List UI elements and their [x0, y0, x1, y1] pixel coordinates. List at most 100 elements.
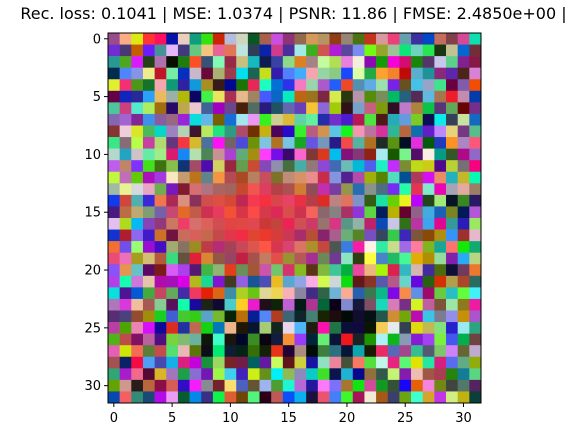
heatmap-cell: [166, 160, 179, 173]
heatmap-cell: [306, 194, 319, 207]
heatmap-cell: [411, 345, 424, 358]
heatmap-cell: [166, 56, 179, 68]
heatmap-cell: [212, 160, 225, 173]
heatmap-cell: [201, 171, 214, 184]
heatmap-cell: [446, 322, 458, 334]
heatmap-cell: [236, 379, 249, 392]
heatmap-cell: [294, 218, 307, 230]
heatmap-cell: [387, 125, 400, 138]
heatmap-cell: [306, 67, 319, 80]
heatmap-cell: [364, 183, 377, 196]
y-tick-label: 25: [84, 321, 101, 336]
heatmap-cell: [399, 56, 412, 68]
heatmap-cell: [131, 379, 144, 392]
heatmap-cell: [236, 218, 249, 230]
heatmap-cell: [434, 391, 447, 404]
heatmap-cell: [119, 33, 132, 45]
heatmap-cell: [317, 391, 330, 404]
heatmap-cell: [247, 33, 260, 45]
heatmap-cell: [224, 183, 237, 196]
heatmap-cell: [364, 125, 377, 138]
heatmap-cell: [189, 275, 202, 288]
heatmap-cell: [236, 33, 249, 45]
heatmap-cell: [282, 171, 295, 184]
heatmap-cell: [294, 379, 307, 392]
heatmap-cell: [352, 137, 365, 149]
heatmap-cell: [224, 252, 237, 265]
heatmap-cell: [236, 90, 249, 103]
heatmap-cell: [457, 322, 470, 334]
heatmap-cell: [247, 56, 260, 68]
x-tick-label: 20: [339, 411, 356, 426]
heatmap-cell: [189, 206, 202, 219]
heatmap-cell: [434, 379, 447, 392]
heatmap-cell: [457, 287, 470, 300]
heatmap-cell: [131, 298, 144, 311]
heatmap-cell: [189, 264, 202, 277]
heatmap-cell: [457, 298, 470, 311]
heatmap-cell: [119, 333, 132, 346]
heatmap-cell: [446, 56, 458, 68]
heatmap-cell: [341, 368, 354, 381]
heatmap-cell: [201, 160, 214, 173]
heatmap-cell: [108, 102, 120, 115]
heatmap-cell: [236, 171, 249, 184]
heatmap-cell: [259, 102, 272, 115]
heatmap-cell: [457, 310, 470, 323]
heatmap-cell: [177, 206, 190, 219]
heatmap-cell: [201, 102, 214, 115]
heatmap-cell: [411, 252, 424, 265]
heatmap-cell: [457, 241, 470, 253]
heatmap-cell: [247, 102, 260, 115]
heatmap-cell: [387, 287, 400, 300]
heatmap-cell: [212, 113, 225, 126]
heatmap-cell: [387, 206, 400, 219]
heatmap-cell: [259, 264, 272, 277]
heatmap-cell: [259, 252, 272, 265]
heatmap-cell: [399, 241, 412, 253]
heatmap-cell: [294, 310, 307, 323]
heatmap-cell: [282, 298, 295, 311]
heatmap-cell: [306, 310, 319, 323]
heatmap-cell: [142, 368, 155, 381]
heatmap-cell: [154, 44, 167, 57]
heatmap-cell: [294, 137, 307, 149]
heatmap-cell: [469, 206, 482, 219]
heatmap-cell: [166, 102, 179, 115]
heatmap-cell: [154, 241, 167, 253]
heatmap-cell: [422, 310, 435, 323]
heatmap-cell: [201, 148, 214, 161]
heatmap-cell: [271, 356, 284, 369]
heatmap-cell: [142, 379, 155, 392]
heatmap-cell: [177, 333, 190, 346]
heatmap-cell: [411, 333, 424, 346]
heatmap-cell: [329, 148, 342, 161]
x-axis: 0 5 10 15 20 25 30: [110, 403, 472, 426]
heatmap-cell: [457, 252, 470, 265]
heatmap-cell: [341, 298, 354, 311]
heatmap-cell: [411, 56, 424, 68]
heatmap-cell: [469, 194, 482, 207]
heatmap-cell: [177, 33, 190, 45]
heatmap-cell: [282, 102, 295, 115]
heatmap-cell: [399, 229, 412, 242]
heatmap-cell: [177, 113, 190, 126]
x-tick-label: 0: [110, 411, 118, 426]
heatmap-cell: [364, 275, 377, 288]
heatmap-cell: [236, 148, 249, 161]
heatmap-cell: [317, 148, 330, 161]
heatmap-cell: [166, 79, 179, 92]
heatmap-cell: [434, 287, 447, 300]
heatmap-cell: [271, 44, 284, 57]
heatmap-cell: [108, 33, 120, 45]
heatmap-cell: [189, 345, 202, 358]
heatmap-cell: [411, 368, 424, 381]
heatmap-cell: [282, 275, 295, 288]
heatmap-cell: [399, 379, 412, 392]
heatmap-cell: [177, 90, 190, 103]
heatmap-cell: [189, 218, 202, 230]
heatmap-cell: [422, 218, 435, 230]
heatmap-cell: [154, 183, 167, 196]
heatmap-cell: [189, 356, 202, 369]
heatmap-cell: [247, 252, 260, 265]
